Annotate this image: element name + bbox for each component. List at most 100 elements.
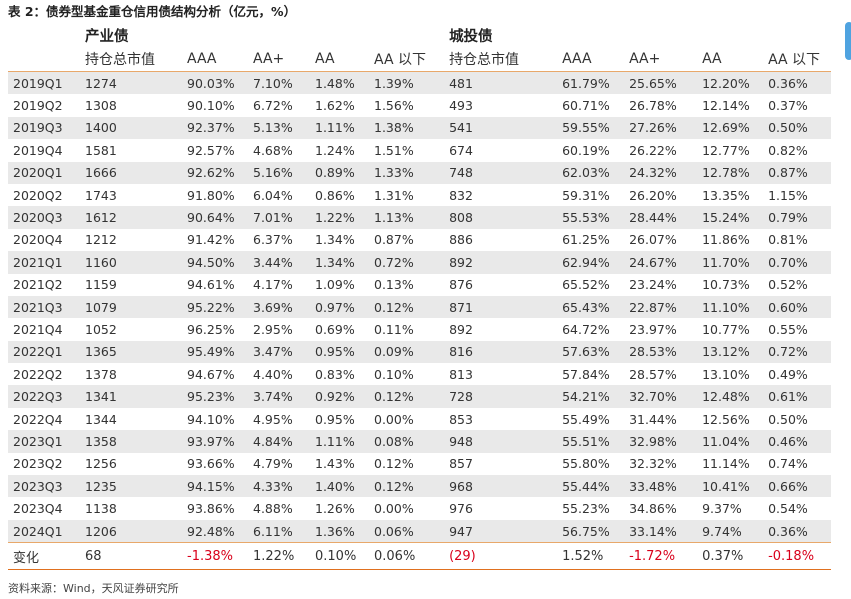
value-cell: 59.55% (557, 116, 625, 140)
value-cell: 96.25% (187, 321, 235, 337)
value-cell: 0.72% (369, 251, 445, 274)
period-cell: 2019Q3 (8, 116, 80, 140)
value-cell: 0.36% (763, 519, 832, 543)
value-cell: 1.31% (374, 187, 414, 203)
group-header-row: 产业债 城投债 (8, 23, 831, 47)
value-cell: 1.34% (315, 232, 355, 248)
value-cell: 6.72% (253, 98, 293, 114)
value-cell: 1365 (80, 340, 182, 364)
value-cell: 871 (444, 295, 558, 319)
column-header: AA 以下 (763, 47, 832, 72)
period-cell: 2023Q2 (13, 456, 63, 472)
value-cell: 4.95% (253, 411, 293, 427)
period-cell: 2024Q1 (8, 519, 80, 543)
value-cell: 0.12% (374, 456, 414, 472)
value-cell: 24.67% (624, 251, 698, 274)
value-cell: 728 (444, 385, 558, 408)
value-cell: 1212 (85, 232, 117, 248)
table-row: 2020Q4 1212 91.42% 6.37% 1.34% 0.87% 886 61.25%… (8, 229, 831, 251)
value-cell: 27.26% (624, 116, 698, 140)
value-cell: 1.11% (310, 430, 369, 453)
table-row: 2021Q3 1079 95.22% 3.69% 0.97% 0.12% 871 65.43%… (8, 295, 832, 319)
value-cell: 33.14% (624, 519, 698, 543)
group-header-chengtou: 城投债 (449, 28, 493, 45)
value-cell: 94.50% (182, 251, 248, 274)
value-cell: 92.62% (182, 161, 248, 184)
value-cell: 481 (444, 71, 558, 95)
value-cell: 65.52% (562, 277, 610, 293)
value-cell: 94.15% (182, 475, 248, 498)
value-cell: 1.09% (315, 277, 355, 293)
value-cell: 976 (449, 501, 473, 517)
value-cell: 22.87% (624, 295, 698, 319)
value-cell: 892 (449, 321, 473, 337)
value-cell: 94.67% (187, 366, 235, 382)
value-cell: 9.74% (697, 519, 764, 543)
value-cell: 0.06% (369, 519, 445, 543)
value-cell: 0.12% (369, 295, 445, 319)
value-cell: 832 (449, 187, 473, 203)
value-cell: 90.03% (182, 71, 248, 95)
value-cell: 0.92% (310, 385, 369, 408)
value-cell: 90.64% (182, 206, 248, 229)
value-cell: 11.70% (697, 251, 764, 274)
value-cell: 541 (444, 116, 558, 140)
value-cell: 1581 (85, 142, 117, 158)
column-header: AAA (557, 47, 625, 72)
value-cell: 11.04% (697, 430, 764, 453)
value-cell: 12.69% (697, 116, 764, 140)
value-cell: 1.11% (310, 116, 369, 140)
period-cell: 2022Q3 (8, 385, 80, 408)
value-cell: 0.89% (310, 161, 369, 184)
table-row: 2023Q3 1235 94.15% 4.33% 1.40% 0.12% 968 55.44%… (8, 475, 832, 498)
value-cell: 57.84% (562, 366, 610, 382)
value-cell: 816 (444, 340, 558, 364)
value-cell: 28.44% (624, 206, 698, 229)
value-cell: 4.84% (248, 430, 310, 453)
value-cell: 0.95% (310, 340, 369, 364)
value-cell: 95.49% (182, 340, 248, 364)
period-cell: 2019Q1 (8, 71, 80, 95)
summary-row: 变化 68 -1.38% 1.22% 0.10% 0.06% (29) 1.52% -1.72%… (8, 542, 832, 571)
value-cell: 0.83% (315, 366, 355, 382)
scrollbar-handle[interactable] (845, 22, 851, 60)
value-cell: 23.24% (629, 277, 677, 293)
value-cell: 95.22% (182, 295, 248, 319)
value-cell: 5.16% (248, 161, 310, 184)
value-cell: 13.35% (702, 187, 750, 203)
value-cell: 0.00% (374, 411, 414, 427)
value-cell: 13.12% (697, 340, 764, 364)
column-header: 持仓总市值 (80, 47, 182, 72)
value-cell: 55.44% (557, 475, 625, 498)
value-cell: 1206 (80, 519, 182, 543)
value-cell: 25.65% (624, 71, 698, 95)
summary-value-cell: 0.37% (697, 542, 764, 571)
value-cell: 853 (449, 411, 473, 427)
value-cell: 10.73% (702, 277, 750, 293)
value-cell: 0.10% (374, 366, 414, 382)
period-cell: 2023Q4 (13, 501, 63, 517)
value-cell: 948 (444, 430, 558, 453)
value-cell: 3.69% (248, 295, 310, 319)
summary-value-cell: 1.52% (557, 542, 625, 571)
value-cell: 28.53% (624, 340, 698, 364)
period-cell: 2021Q4 (13, 321, 63, 337)
value-cell: 12.20% (697, 71, 764, 95)
value-cell: 24.32% (624, 161, 698, 184)
summary-value-cell: -1.72% (624, 542, 698, 571)
value-cell: 26.20% (629, 187, 677, 203)
value-cell: 1.33% (369, 161, 445, 184)
value-cell: 12.48% (697, 385, 764, 408)
period-cell: 2021Q1 (8, 251, 80, 274)
column-header-row: 持仓总市值 AAA AA+ AA AA 以下 持仓总市值 AAA AA+ AA AA 以下 (8, 47, 832, 72)
value-cell: 26.78% (629, 98, 677, 114)
value-cell: 0.60% (763, 295, 832, 319)
summary-value-cell: -1.38% (182, 542, 248, 571)
table-row: 2020Q3 1612 90.64% 7.01% 1.22% 1.13% 808 55.53%… (8, 206, 832, 229)
value-cell: 0.86% (315, 187, 355, 203)
value-cell: 3.47% (248, 340, 310, 364)
column-header: 持仓总市值 (444, 47, 558, 72)
table-row: 2023Q2 1256 93.66% 4.79% 1.43% 0.12% 857 55.80%… (8, 453, 831, 475)
value-cell: 60.19% (562, 142, 610, 158)
value-cell: 857 (449, 456, 473, 472)
